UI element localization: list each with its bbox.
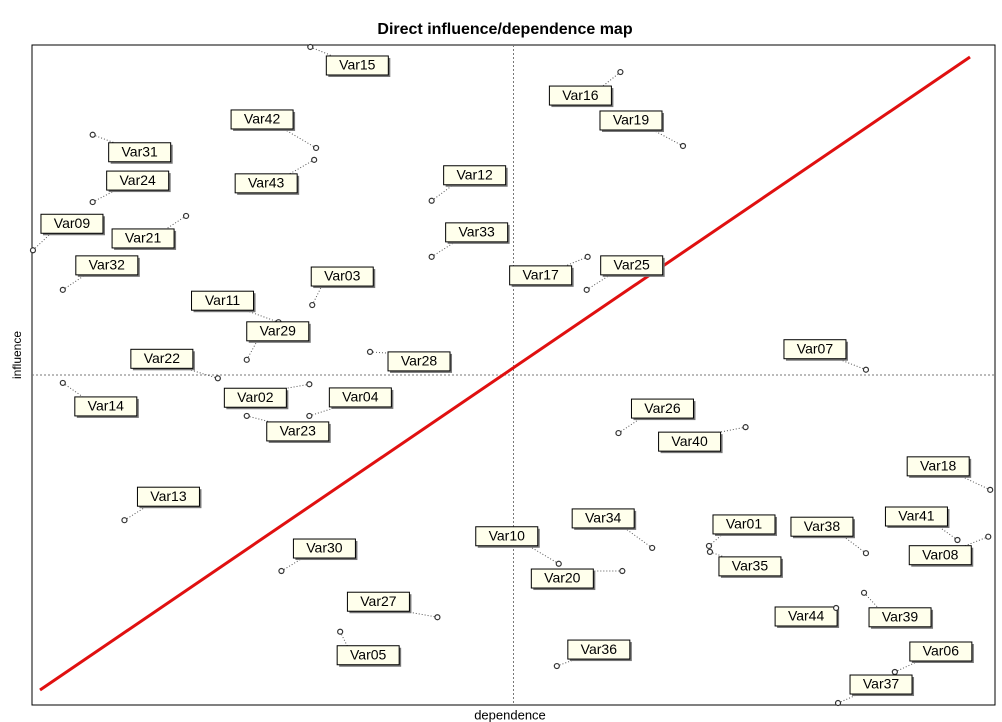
point-label: Var23 [280,423,317,439]
point [706,543,711,548]
point-label: Var19 [613,112,650,128]
point [308,44,313,49]
point-label: Var20 [544,570,581,586]
point-label: Var33 [458,224,495,240]
point-label: Var03 [324,268,361,284]
point [743,425,748,430]
point [955,538,960,543]
point-label: Var06 [923,643,960,659]
point-label: Var08 [922,546,959,562]
point-label: Var18 [920,458,957,474]
y-axis-label: influence [10,331,24,379]
point-label: Var04 [342,389,379,405]
point [429,198,434,203]
point-label: Var29 [260,323,297,339]
point-label: Var32 [89,257,126,273]
point-label: Var25 [614,257,651,273]
point [122,518,127,523]
point [650,545,655,550]
point [986,534,991,539]
point [707,549,712,554]
point-label: Var17 [522,267,559,283]
point [862,590,867,595]
point-label: Var27 [360,593,397,609]
leader [282,128,316,148]
point [307,382,312,387]
point [60,380,65,385]
point-label: Var07 [797,340,834,356]
page: {"chart_data": {"type": "scatter", "titl… [0,0,1002,722]
leader [864,593,880,610]
point [680,143,685,148]
point [310,303,315,308]
point-label: Var24 [120,172,157,188]
point [836,701,841,706]
point [556,561,561,566]
point-label: Var26 [644,400,681,416]
point-label: Var44 [788,608,825,624]
point [616,431,621,436]
point-label: Var16 [562,87,599,103]
point [30,248,35,253]
point-label: Var31 [122,143,159,159]
point [314,145,319,150]
point [620,569,625,574]
chart-title: Direct influence/dependence map [377,21,632,38]
leader [623,527,652,548]
point-label: Var41 [898,508,935,524]
point-label: Var43 [248,175,285,191]
point [60,287,65,292]
point-label: Var15 [339,57,376,73]
point [585,254,590,259]
point-label: Var10 [489,527,526,543]
point [90,200,95,205]
point [584,287,589,292]
point-label: Var28 [401,353,438,369]
point [215,376,220,381]
diagonal [40,57,970,690]
point-label: Var22 [144,350,181,366]
point-label: Var14 [88,398,125,414]
point [279,569,284,574]
point-label: Var39 [882,609,919,625]
point-label: Var40 [671,433,708,449]
point [892,670,897,675]
point [90,132,95,137]
point-label: Var38 [804,518,841,534]
point [618,70,623,75]
point-label: Var36 [581,641,618,657]
point [184,213,189,218]
point-label: Var34 [585,510,622,526]
point [429,254,434,259]
point [244,413,249,418]
point-label: Var11 [205,292,240,308]
point [307,413,312,418]
point-label: Var01 [726,516,763,532]
chart: Direct influence/dependence map dependen… [0,0,1002,722]
point [834,605,839,610]
point-label: Var37 [863,676,900,692]
point-label: Var02 [237,389,274,405]
point-label: Var21 [125,230,162,246]
point-label: Var05 [350,646,387,662]
point [312,157,317,162]
point [863,367,868,372]
point-label: Var13 [150,488,187,504]
point [368,349,373,354]
point [435,615,440,620]
point-label: Var35 [732,558,769,574]
point [863,551,868,556]
point [244,357,249,362]
point [554,664,559,669]
x-axis-label: dependence [474,707,546,722]
point-label: Var09 [54,215,91,231]
point-label: Var30 [306,540,343,556]
point-label: Var42 [244,111,281,127]
point [338,629,343,634]
point-label: Var12 [456,166,493,182]
point [988,487,993,492]
